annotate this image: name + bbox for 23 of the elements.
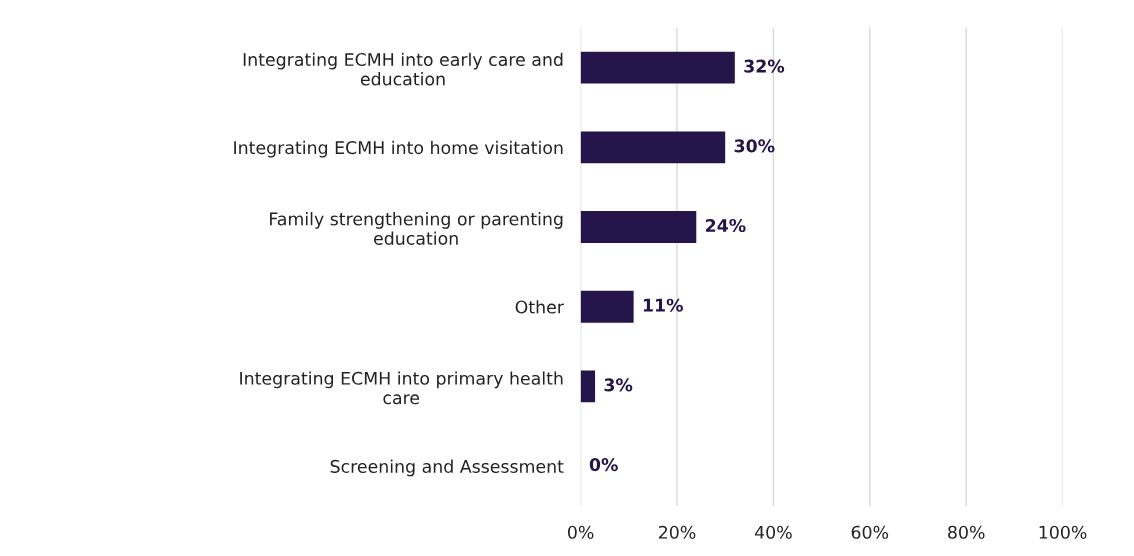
data-label: 30%	[734, 139, 775, 153]
x-tick-label: 0%	[567, 525, 594, 539]
x-tick-label: 20%	[658, 525, 696, 539]
bar	[580, 290, 634, 323]
data-label: 11%	[643, 298, 683, 312]
x-tick-label: 80%	[948, 525, 985, 539]
y-tick-label: Integrating ECMH into primary health care	[240, 371, 563, 405]
data-label: 24%	[705, 218, 746, 233]
bar	[580, 51, 735, 84]
x-tick-label: 60%	[851, 525, 889, 539]
x-tick-label: 40%	[754, 525, 792, 539]
data-label: 3%	[604, 378, 633, 392]
data-label: 0%	[589, 458, 618, 472]
y-tick-label: Family strengthening or parenting education	[270, 212, 563, 245]
bar	[580, 131, 726, 164]
y-tick-label: Screening and Assessment	[330, 459, 564, 477]
bar	[580, 370, 596, 403]
bar	[580, 211, 697, 243]
y-tick-label: Integrating ECMH into home visitation	[234, 140, 563, 158]
y-tick-label: Integrating ECMH into early care and education	[243, 52, 563, 86]
data-label: 32%	[744, 59, 785, 73]
y-tick-label: Other	[515, 300, 564, 314]
x-tick-label: 100%	[1039, 525, 1087, 539]
